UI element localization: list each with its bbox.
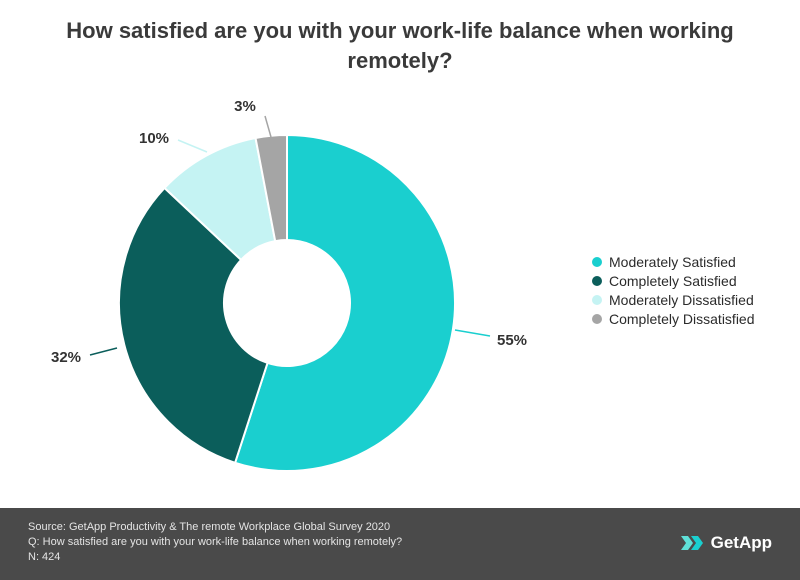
footer: Source: GetApp Productivity & The remote… <box>0 508 800 580</box>
legend-swatch <box>592 313 602 324</box>
slice-moderately-satisfied <box>233 133 456 472</box>
slice-completely-dissatisfied <box>254 133 288 243</box>
legend-swatch <box>592 256 602 267</box>
legend-label: Moderately Satisfied <box>609 253 736 270</box>
getapp-logo-text: GetApp <box>710 533 772 552</box>
donut-chart: 55% 32% 10% 3% <box>51 98 527 472</box>
slice-completely-satisfied <box>118 186 269 465</box>
legend-swatch <box>592 275 602 286</box>
legend-item: Moderately Dissatisfied <box>592 290 755 309</box>
legend-label: Completely Dissatisfied <box>609 310 755 327</box>
footer-question: Q: How satisfied are you with your work-… <box>28 536 403 548</box>
legend-item: Completely Satisfied <box>592 271 755 290</box>
leader-line <box>177 139 208 153</box>
data-label: 32% <box>51 349 81 366</box>
legend-label: Moderately Dissatisfied <box>609 291 754 308</box>
legend-swatch <box>592 294 602 305</box>
footer-sample-size: N: 424 <box>28 551 61 563</box>
data-label: 3% <box>234 98 256 115</box>
getapp-chevrons-icon <box>680 536 703 550</box>
getapp-logo: GetApp <box>680 533 772 553</box>
legend-item: Completely Dissatisfied <box>592 309 755 328</box>
chart-title: How satisfied are you with your work-lif… <box>66 18 734 73</box>
legend: Moderately Satisfied Completely Satisfied… <box>592 252 755 328</box>
legend-item: Moderately Satisfied <box>592 252 755 271</box>
leader-line <box>89 347 118 356</box>
data-label: 10% <box>139 130 169 147</box>
footer-source: Source: GetApp Productivity & The remote… <box>28 521 391 533</box>
leader-line <box>454 329 491 337</box>
leader-line <box>264 115 272 138</box>
data-label: 55% <box>497 332 527 349</box>
legend-label: Completely Satisfied <box>609 272 737 289</box>
